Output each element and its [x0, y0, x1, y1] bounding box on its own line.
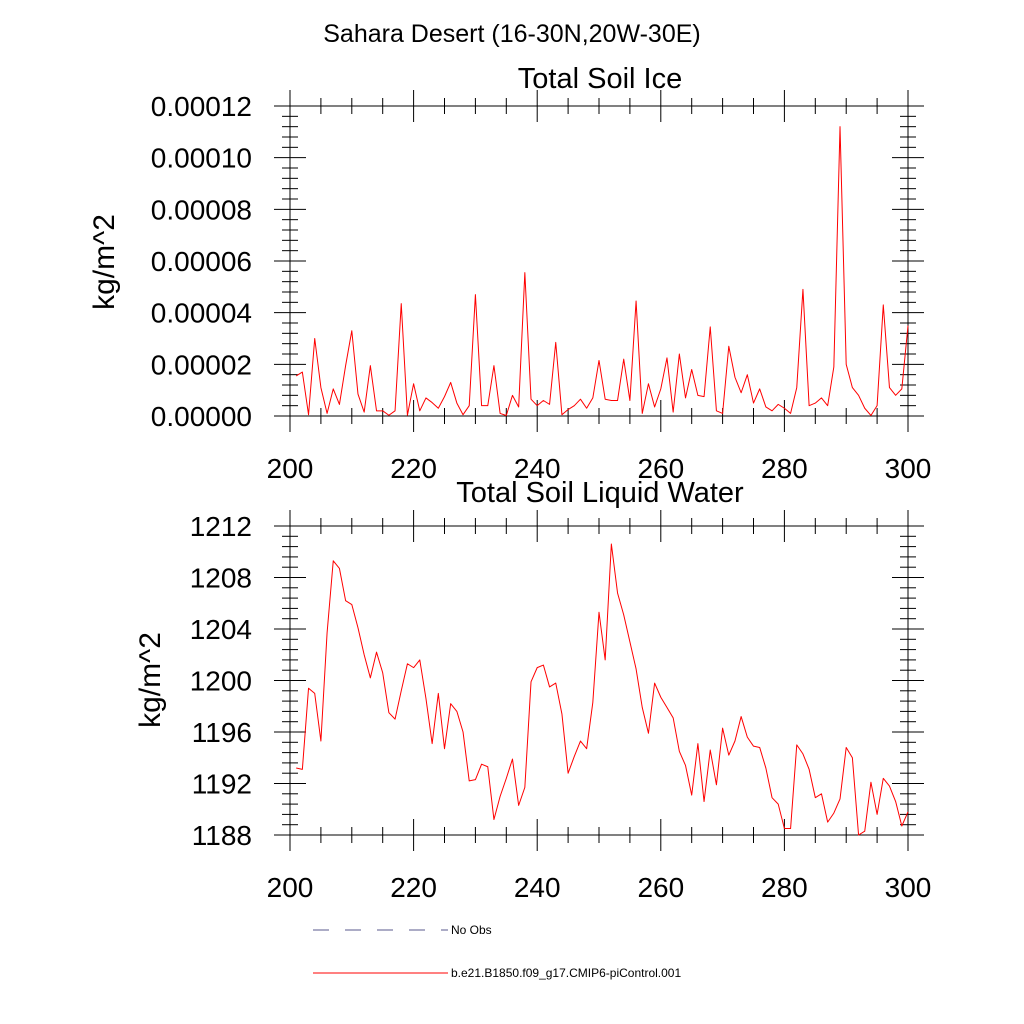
panel-total-soil-ice: Total Soil Ice kg/m^2 0.000000.000020.00… — [88, 63, 931, 484]
legend-label: No Obs — [451, 923, 492, 937]
x-tick-labels: 200 220 240 260 280 300 — [267, 453, 932, 484]
y-tick-label: 1212 — [190, 511, 252, 542]
y-tick-label: 0.00002 — [151, 349, 252, 380]
x-tick-label: 300 — [885, 872, 932, 903]
y-tick-label: 0.00010 — [151, 143, 252, 174]
y-tick-labels: 1188 1192 1196 1200 1204 1208 1212 — [190, 511, 252, 851]
y-tick-label: 0.00012 — [151, 91, 252, 122]
panel-total-soil-liquid-water: Total Soil Liquid Water kg/m^2 118811921… — [134, 477, 931, 903]
y-tick-label: 0.00006 — [151, 246, 252, 277]
legend-label: b.e21.B1850.f09_g17.CMIP6-piControl.001 — [451, 966, 681, 980]
series-layer — [296, 543, 909, 836]
axis-ticks — [274, 90, 924, 432]
plot-frame — [289, 525, 909, 836]
y-tick-label: 1208 — [190, 563, 252, 594]
x-tick-label: 200 — [267, 872, 314, 903]
x-tick-label: 240 — [514, 453, 561, 484]
x-tick-label: 240 — [514, 872, 561, 903]
panel-title: Total Soil Liquid Water — [456, 477, 744, 509]
y-tick-label: 0.00008 — [151, 194, 252, 225]
x-tick-label: 220 — [390, 872, 437, 903]
y-tick-label: 1200 — [190, 666, 252, 697]
legend-item-no-obs: No Obs — [313, 923, 492, 937]
figure-suptitle: Sahara Desert (16-30N,20W-30E) — [323, 20, 701, 48]
legend-item-model: b.e21.B1850.f09_g17.CMIP6-piControl.001 — [313, 966, 681, 980]
panel-title: Total Soil Ice — [518, 63, 682, 95]
x-tick-label: 200 — [267, 453, 314, 484]
series-line — [296, 543, 909, 836]
series-layer — [295, 126, 909, 416]
series-line — [295, 126, 909, 416]
x-tick-label: 260 — [637, 872, 684, 903]
x-tick-labels: 200 220 240 260 280 300 — [267, 872, 932, 903]
x-tick-label: 260 — [637, 453, 684, 484]
x-tick-label: 220 — [390, 453, 437, 484]
x-tick-label: 280 — [761, 453, 808, 484]
y-tick-label: 0.00004 — [151, 298, 252, 329]
plot-frame — [289, 105, 909, 417]
x-tick-label: 300 — [885, 453, 932, 484]
y-axis-label: kg/m^2 — [134, 632, 167, 728]
legend: No Obs b.e21.B1850.f09_g17.CMIP6-piContr… — [313, 923, 681, 980]
y-tick-label: 1196 — [192, 717, 252, 748]
y-tick-label: 1204 — [190, 614, 252, 645]
y-tick-label: 1192 — [192, 769, 252, 800]
y-axis-label: kg/m^2 — [88, 214, 121, 310]
y-tick-labels: 0.00000 0.00002 0.00004 0.00006 0.00008 0.000… — [151, 91, 252, 432]
x-tick-label: 280 — [761, 872, 808, 903]
axis-ticks — [274, 510, 924, 851]
y-tick-label: 0.00000 — [151, 401, 252, 432]
y-tick-label: 1188 — [192, 820, 252, 851]
